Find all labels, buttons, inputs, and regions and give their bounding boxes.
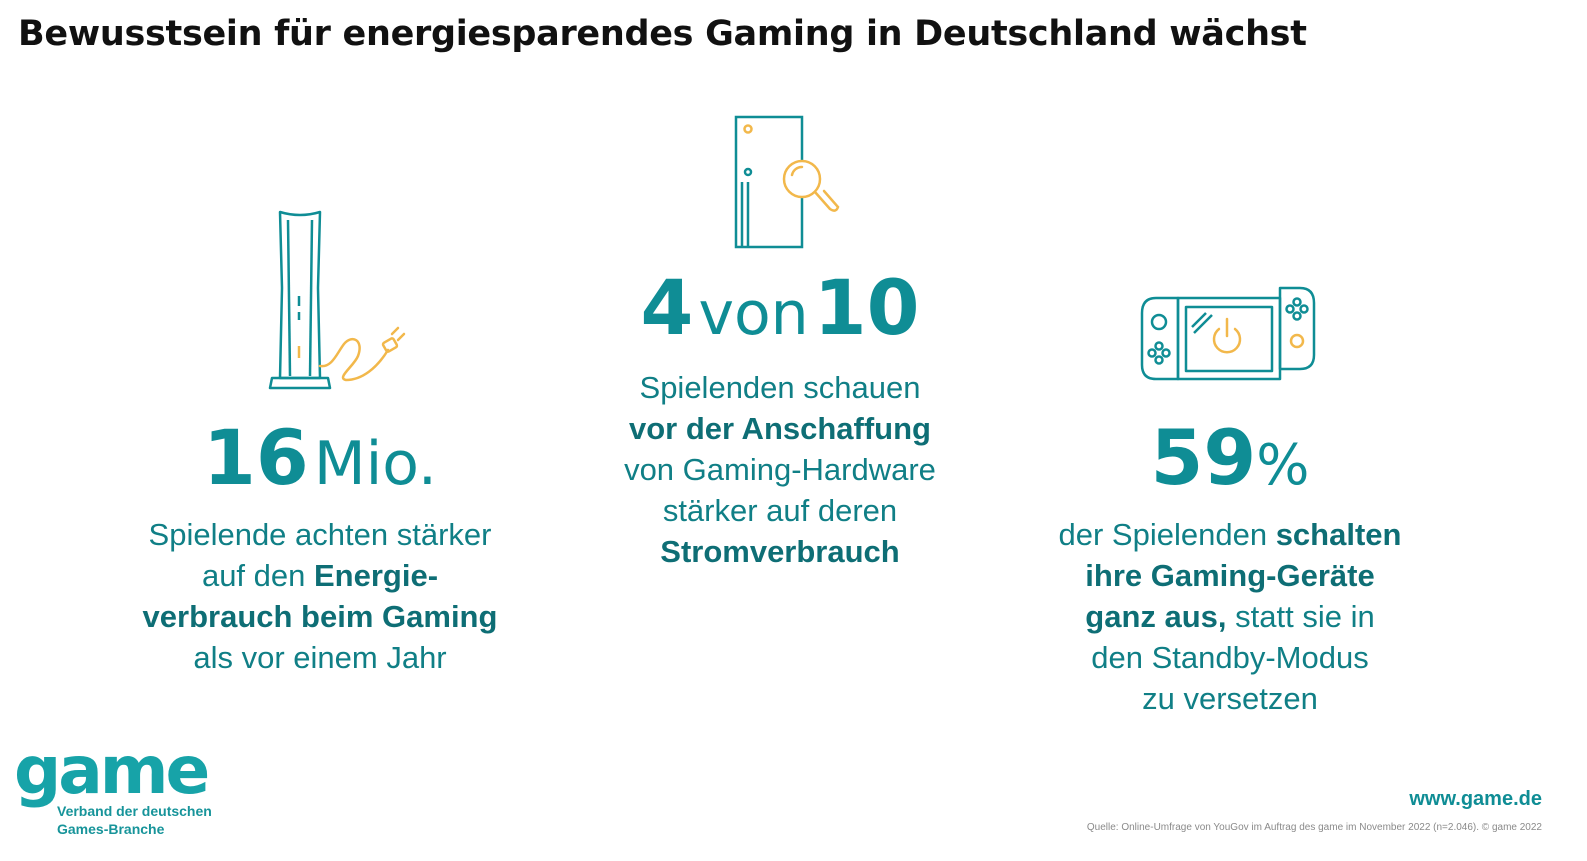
stat-2-number-a: 4	[640, 263, 694, 352]
stat-3-desc-line-3: ganz aus, statt sie in	[1085, 599, 1375, 634]
stat-3-desc-line-2: ihre Gaming-Geräte	[1085, 558, 1375, 593]
console-magnifier-icon	[734, 115, 840, 249]
stat-2-desc-line-3: von Gaming-Hardware	[624, 452, 936, 487]
stat-2-desc-line-5: Stromverbrauch	[660, 534, 900, 569]
stat-3-desc-line-5: zu versetzen	[1142, 681, 1318, 716]
stat-2-figure: 4 von 10	[590, 270, 970, 346]
console-tower-plug-icon	[268, 210, 406, 390]
stat-3-unit: %	[1256, 433, 1310, 498]
stat-3-desc-line-1: der Spielenden schalten	[1058, 517, 1402, 552]
stat-1-unit: Mio.	[313, 429, 438, 499]
stat-1-number: 16	[202, 413, 309, 502]
stat-1-description: Spielende achten stärker auf den Energie…	[95, 514, 545, 678]
source-note: Quelle: Online-Umfrage von YouGov im Auf…	[1086, 822, 1542, 833]
game-logo: game	[14, 732, 210, 809]
stat-2-number-b: 10	[813, 263, 920, 352]
stat-2-desc-line-1: Spielenden schauen	[639, 370, 921, 405]
stat-3-desc-line-4: den Standby-Modus	[1091, 640, 1369, 675]
stat-1-desc-line-4: als vor einem Jahr	[193, 640, 447, 675]
website-link[interactable]: www.game.de	[1409, 788, 1542, 810]
stat-3-description: der Spielenden schalten ihre Gaming-Gerä…	[1010, 514, 1450, 719]
stat-1-desc-line-1: Spielende achten stärker	[148, 517, 492, 552]
logo-subtitle: Verband der deutschen Games-Branche	[57, 803, 212, 837]
stat-2-desc-line-2: vor der Anschaffung	[629, 411, 931, 446]
stat-1-desc-line-2: auf den Energie-	[201, 558, 439, 593]
handheld-console-power-icon	[1140, 286, 1316, 381]
stat-2-desc-line-4: stärker auf deren	[662, 493, 898, 528]
stat-1-desc-line-3: verbrauch beim Gaming	[142, 599, 498, 634]
stat-3-number: 59	[1150, 413, 1257, 502]
stat-2-description: Spielenden schauen vor der Anschaffung v…	[570, 367, 990, 572]
stat-1-figure: 16 Mio.	[160, 420, 480, 496]
stat-2-connector: von	[698, 279, 809, 349]
page-title: Bewusstsein für energiesparendes Gaming …	[18, 14, 1307, 54]
stat-3-figure: 59%	[1070, 420, 1390, 496]
